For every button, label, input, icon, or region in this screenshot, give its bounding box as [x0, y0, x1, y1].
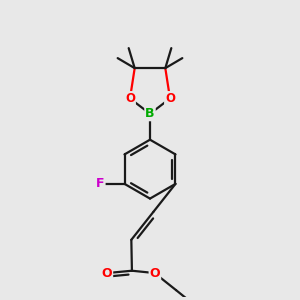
Text: O: O	[150, 267, 160, 280]
Text: O: O	[125, 92, 135, 105]
Text: O: O	[165, 92, 175, 105]
Text: B: B	[145, 107, 155, 120]
Text: O: O	[102, 267, 112, 280]
Text: F: F	[96, 177, 105, 190]
